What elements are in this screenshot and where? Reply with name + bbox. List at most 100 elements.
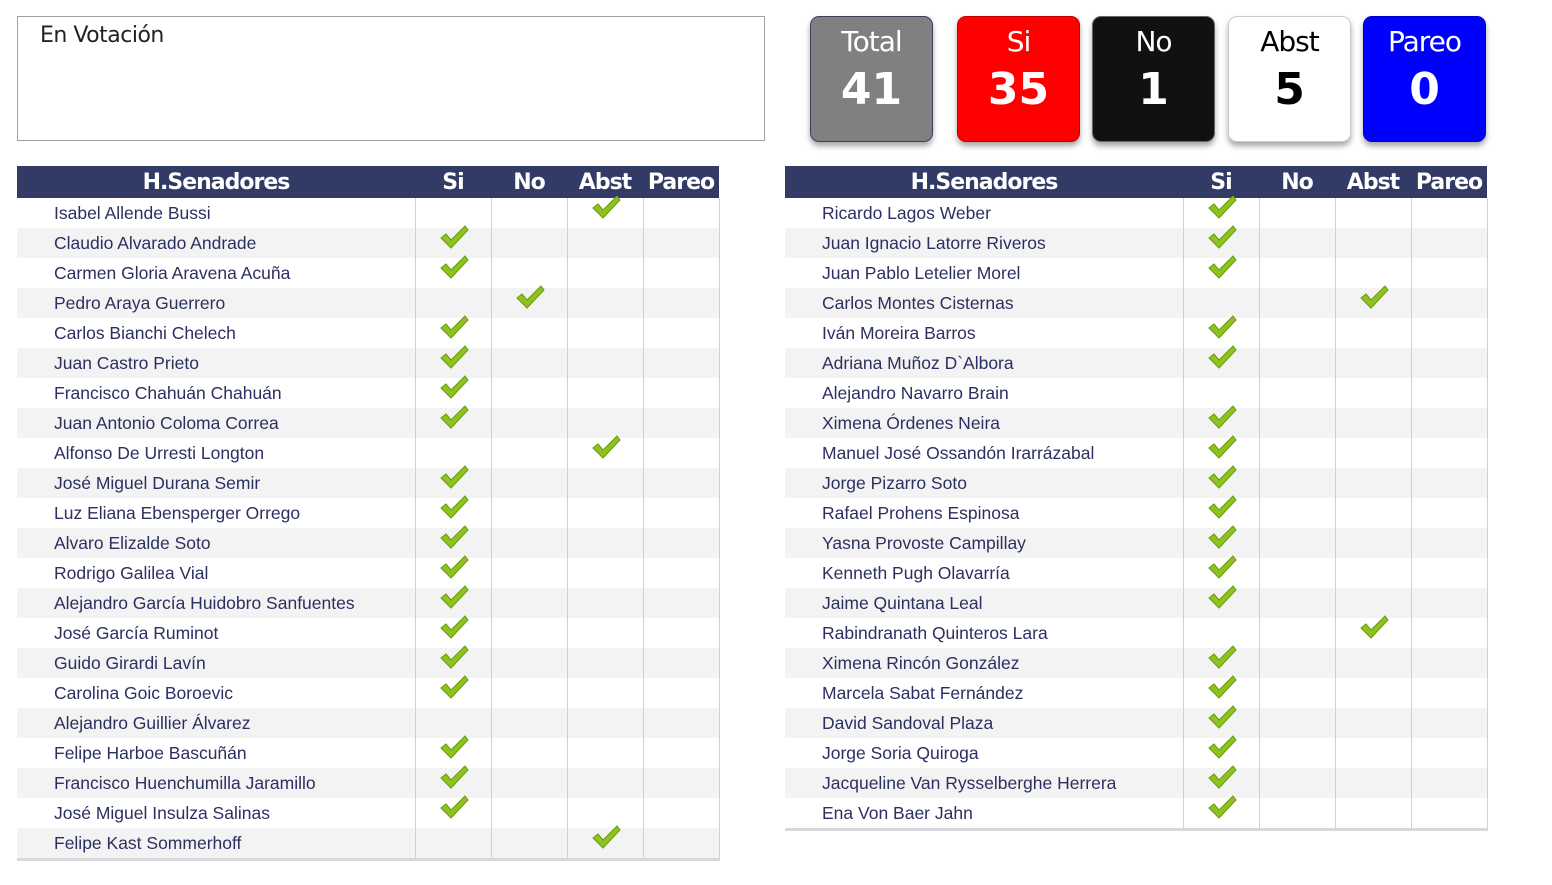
table-row: Pedro Araya Guerrero — [17, 285, 720, 318]
vote-cell-pareo — [1411, 288, 1488, 318]
vote-cell-si — [1183, 645, 1260, 678]
summary-count: 5 — [1274, 64, 1305, 115]
vote-cell-pareo — [1411, 348, 1488, 378]
vote-cell-abst — [567, 258, 644, 288]
vote-cell-si — [415, 615, 492, 648]
senator-name: Ricardo Lagos Weber — [785, 198, 1184, 228]
vote-cell-abst — [1335, 738, 1412, 768]
vote-cell-pareo — [643, 528, 720, 558]
summary-count: 41 — [840, 64, 903, 115]
table-row: Carlos Bianchi Chelech — [17, 315, 720, 348]
vote-cell-no — [491, 198, 568, 228]
vote-cell-abst — [1335, 678, 1412, 708]
vote-cell-abst — [1335, 498, 1412, 528]
vote-cell-pareo — [643, 348, 720, 378]
checkmark-icon — [439, 405, 469, 429]
senator-name: Marcela Sabat Fernández — [785, 678, 1184, 708]
senator-name: Jacqueline Van Rysselberghe Herrera — [785, 768, 1184, 798]
checkmark-icon — [1207, 465, 1237, 489]
table-row: Rafael Prohens Espinosa — [785, 495, 1488, 528]
vote-cell-si — [1183, 585, 1260, 618]
column-header-si: Si — [415, 166, 491, 198]
table-row: Carlos Montes Cisternas — [785, 285, 1488, 318]
vote-cell-abst — [1335, 228, 1412, 258]
vote-cell-si — [415, 345, 492, 378]
vote-cell-no — [1259, 558, 1336, 588]
table-row: David Sandoval Plaza — [785, 705, 1488, 738]
vote-cell-no — [1259, 318, 1336, 348]
vote-cell-si — [1183, 618, 1260, 648]
table-row: Ximena Rincón González — [785, 645, 1488, 678]
senator-name: Guido Girardi Lavín — [17, 648, 416, 678]
vote-cell-pareo — [643, 588, 720, 618]
summary-count: 35 — [987, 64, 1050, 115]
table-row: Ricardo Lagos Weber — [785, 195, 1488, 228]
summary-card-total: Total 41 — [810, 16, 933, 142]
senator-name: Pedro Araya Guerrero — [17, 288, 416, 318]
table-row: Rodrigo Galilea Vial — [17, 555, 720, 588]
checkmark-icon — [1207, 735, 1237, 759]
vote-cell-no — [491, 498, 568, 528]
vote-cell-si — [415, 708, 492, 738]
senator-name: Alejandro Guillier Álvarez — [17, 708, 416, 738]
table-row: Isabel Allende Bussi — [17, 195, 720, 228]
table-row: José García Ruminot — [17, 615, 720, 648]
table-row: Alvaro Elizalde Soto — [17, 525, 720, 558]
checkmark-icon — [1207, 225, 1237, 249]
vote-cell-no — [491, 528, 568, 558]
vote-cell-si — [415, 465, 492, 498]
vote-cell-si — [415, 585, 492, 618]
vote-cell-pareo — [643, 438, 720, 468]
senator-name: Claudio Alvarado Andrade — [17, 228, 416, 258]
vote-cell-no — [1259, 498, 1336, 528]
senator-name: Carmen Gloria Aravena Acuña — [17, 258, 416, 288]
table-row: Adriana Muñoz D`Albora — [785, 345, 1488, 378]
vote-cell-no — [1259, 798, 1336, 831]
checkmark-icon — [439, 495, 469, 519]
table-row: Manuel José Ossandón Irarrázabal — [785, 435, 1488, 468]
vote-cell-no — [1259, 588, 1336, 618]
checkmark-icon — [439, 615, 469, 639]
vote-cell-no — [491, 258, 568, 288]
vote-cell-no — [1259, 348, 1336, 378]
checkmark-icon — [439, 795, 469, 819]
checkmark-icon — [1207, 705, 1237, 729]
vote-cell-pareo — [643, 378, 720, 408]
vote-cell-pareo — [1411, 468, 1488, 498]
column-header-pareo: Pareo — [643, 166, 719, 198]
vote-cell-si — [415, 405, 492, 438]
table-row: Jaime Quintana Leal — [785, 585, 1488, 618]
senator-name: Carolina Goic Boroevic — [17, 678, 416, 708]
vote-cell-abst — [567, 348, 644, 378]
vote-cell-abst — [1335, 615, 1412, 648]
senator-name: Alfonso De Urresti Longton — [17, 438, 416, 468]
checkmark-icon — [439, 255, 469, 279]
vote-cell-abst — [1335, 558, 1412, 588]
vote-cell-pareo — [1411, 768, 1488, 798]
checkmark-icon — [1207, 525, 1237, 549]
checkmark-icon — [1359, 615, 1389, 639]
vote-cell-si — [415, 255, 492, 288]
table-row: Jorge Pizarro Soto — [785, 465, 1488, 498]
senator-name: Juan Ignacio Latorre Riveros — [785, 228, 1184, 258]
checkmark-icon — [1207, 315, 1237, 339]
table-row: Alejandro Navarro Brain — [785, 378, 1488, 408]
vote-cell-abst — [1335, 528, 1412, 558]
vote-cell-si — [415, 225, 492, 258]
vote-cell-si — [1183, 405, 1260, 438]
checkmark-icon — [1207, 585, 1237, 609]
summary-card-abst: Abst 5 — [1228, 16, 1351, 142]
table-header: H.Senadores Si No Abst Pareo — [785, 166, 1487, 198]
senator-name: Ximena Rincón González — [785, 648, 1184, 678]
vote-cell-si — [1183, 525, 1260, 558]
checkmark-icon — [1207, 675, 1237, 699]
summary-card-pareo: Pareo 0 — [1363, 16, 1486, 142]
vote-cell-no — [1259, 678, 1336, 708]
vote-cell-si — [415, 828, 492, 861]
checkmark-icon — [439, 645, 469, 669]
table-row: Luz Eliana Ebensperger Orrego — [17, 495, 720, 528]
vote-cell-no — [491, 648, 568, 678]
vote-cell-no — [491, 618, 568, 648]
vote-cell-abst — [1335, 768, 1412, 798]
table-row: Carmen Gloria Aravena Acuña — [17, 255, 720, 288]
